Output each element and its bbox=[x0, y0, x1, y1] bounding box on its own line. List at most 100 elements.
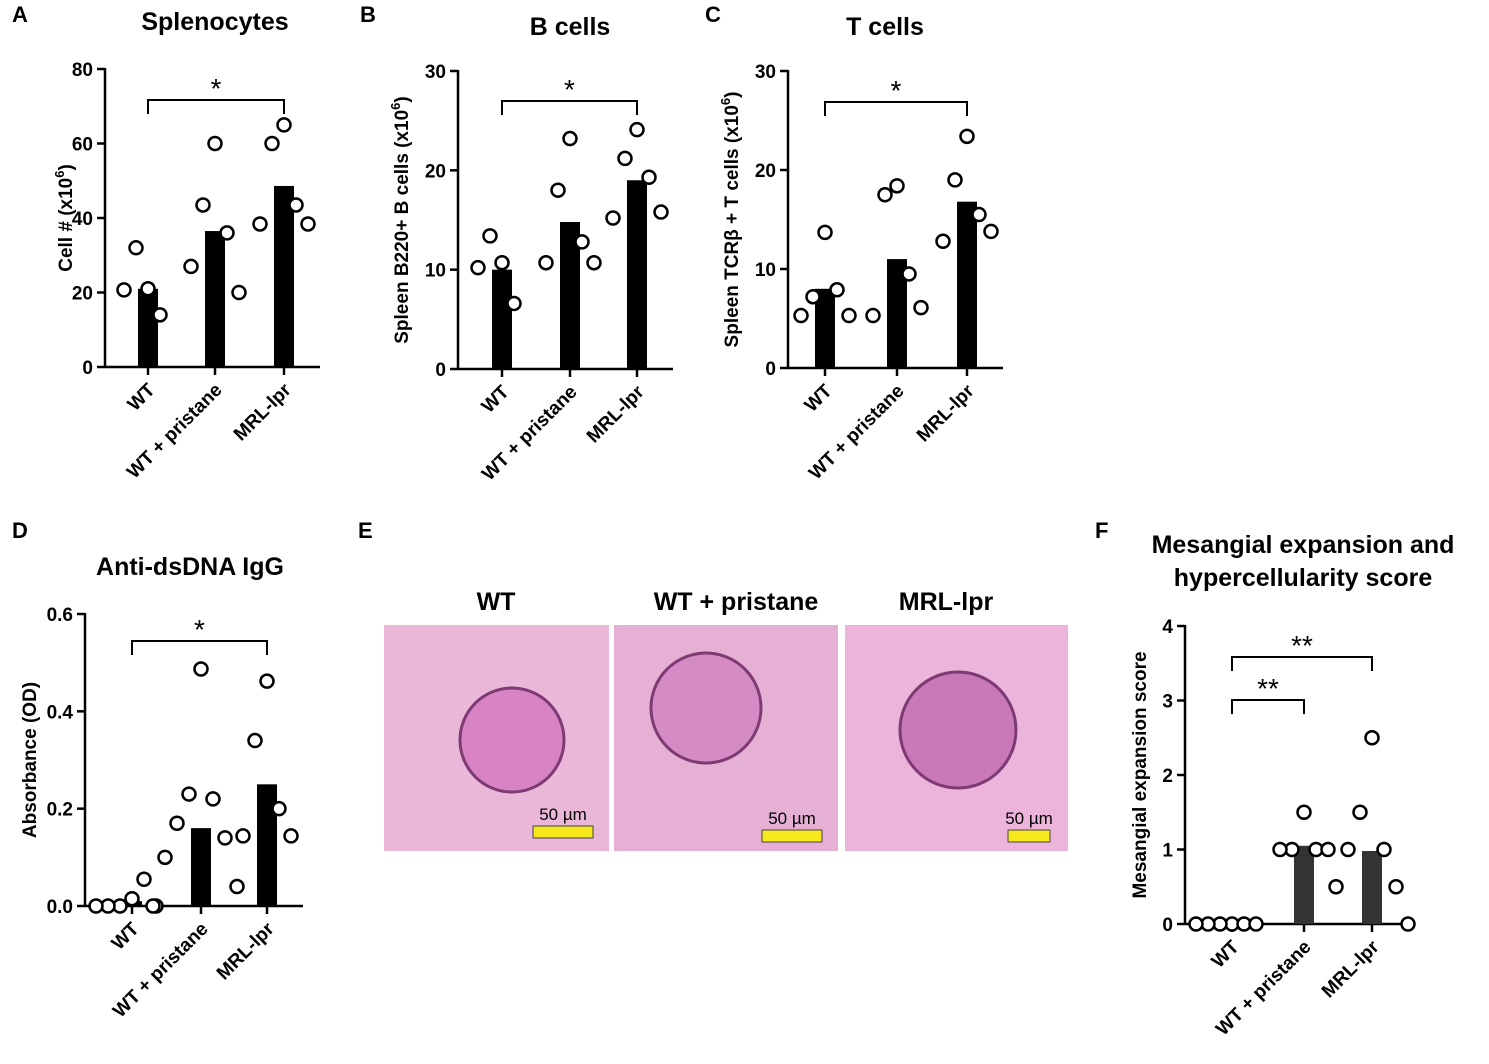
data-point bbox=[145, 898, 161, 914]
data-point bbox=[1320, 841, 1336, 858]
data-point bbox=[169, 815, 185, 832]
data-point bbox=[494, 254, 510, 271]
data-point bbox=[1272, 841, 1288, 858]
x-tick-label: MRL-lpr bbox=[1318, 936, 1384, 1002]
data-point bbox=[193, 661, 209, 677]
y-tick-label: 0.0 bbox=[47, 897, 73, 918]
data-point bbox=[247, 732, 263, 749]
scale-label: 50 µm bbox=[539, 805, 587, 824]
y-tick-label: 40 bbox=[72, 209, 93, 230]
data-point bbox=[259, 673, 275, 689]
panel-letter: B bbox=[360, 2, 376, 27]
data-point bbox=[252, 216, 268, 232]
x-tick-label: MRL-lpr bbox=[913, 380, 979, 446]
data-point bbox=[195, 197, 211, 213]
y-tick-label: 10 bbox=[755, 260, 776, 281]
data-point bbox=[841, 307, 857, 324]
x-tick-label: WT bbox=[801, 380, 837, 416]
data-point bbox=[901, 266, 917, 282]
y-axis-label-part: Cell # (x10 bbox=[56, 178, 77, 272]
data-point bbox=[1328, 879, 1344, 895]
y-axis-label-part: Absorbance (OD) bbox=[20, 682, 41, 838]
data-point bbox=[617, 150, 633, 167]
panel-letter: A bbox=[12, 2, 28, 27]
y-tick-label: 60 bbox=[72, 135, 93, 156]
y-axis-label-part: 6 bbox=[718, 98, 733, 105]
panel-letter: F bbox=[1095, 518, 1108, 543]
y-axis-label: Spleen B220+ B cells (x106) bbox=[388, 96, 413, 344]
y-axis-label-part: ) bbox=[392, 96, 413, 102]
data-point bbox=[562, 130, 578, 147]
chart-title: B cells bbox=[530, 13, 611, 41]
significance-bracket bbox=[824, 101, 968, 116]
data-point bbox=[805, 288, 821, 305]
data-point bbox=[605, 210, 621, 226]
y-tick-label: 3 bbox=[1162, 692, 1173, 713]
data-point bbox=[1296, 804, 1312, 820]
data-point bbox=[550, 182, 566, 198]
data-point bbox=[183, 258, 199, 275]
y-tick-label: 20 bbox=[425, 161, 446, 182]
micrograph-label: MRL-lpr bbox=[899, 588, 994, 616]
x-tick-label: MRL-lpr bbox=[583, 381, 649, 447]
data-point bbox=[136, 871, 152, 887]
data-point bbox=[235, 828, 251, 844]
data-point bbox=[538, 254, 554, 271]
chart-title: hypercellularity score bbox=[1174, 564, 1433, 592]
micrograph-label: WT + pristane bbox=[654, 588, 819, 616]
y-axis-label-part: Mesangial expansion score bbox=[1130, 651, 1151, 898]
y-tick-label: 0 bbox=[435, 360, 446, 381]
data-point bbox=[506, 295, 522, 312]
data-point bbox=[271, 800, 287, 817]
data-point bbox=[959, 128, 975, 145]
data-point bbox=[128, 240, 144, 256]
data-point bbox=[865, 307, 881, 324]
data-point bbox=[231, 284, 247, 301]
y-tick-label: 0.2 bbox=[47, 800, 73, 821]
data-point bbox=[817, 224, 833, 241]
data-point bbox=[276, 117, 292, 133]
y-tick-label: 80 bbox=[72, 60, 93, 81]
glomerulus bbox=[649, 651, 763, 765]
data-point bbox=[229, 878, 245, 895]
y-tick-label: 0.6 bbox=[47, 605, 73, 626]
data-point bbox=[288, 197, 304, 213]
y-tick-label: 30 bbox=[755, 62, 776, 83]
data-point bbox=[1340, 841, 1356, 858]
glomerulus bbox=[898, 670, 1018, 790]
chart-title: T cells bbox=[846, 13, 924, 41]
glomerulus bbox=[458, 686, 566, 794]
y-tick-label: 20 bbox=[72, 284, 93, 305]
data-point bbox=[300, 216, 316, 232]
data-point bbox=[947, 172, 963, 188]
y-tick-label: 4 bbox=[1162, 617, 1173, 638]
bar bbox=[560, 221, 580, 369]
bar bbox=[492, 269, 512, 369]
data-point bbox=[264, 135, 280, 152]
scale-bar bbox=[1007, 829, 1051, 843]
x-tick-label: WT bbox=[1208, 936, 1244, 972]
data-point bbox=[152, 307, 168, 323]
data-point bbox=[1388, 879, 1404, 895]
y-tick-label: 0 bbox=[765, 359, 776, 380]
y-tick-label: 2 bbox=[1162, 766, 1173, 787]
data-point bbox=[207, 135, 223, 152]
data-point bbox=[629, 121, 645, 138]
chart-title: Mesangial expansion and bbox=[1152, 531, 1455, 559]
data-point bbox=[140, 281, 156, 297]
data-point bbox=[1400, 916, 1416, 932]
significance-bracket bbox=[1231, 656, 1373, 671]
data-point bbox=[88, 898, 104, 914]
significance-label: ** bbox=[1291, 630, 1313, 661]
x-tick-label: WT bbox=[478, 381, 514, 417]
data-point bbox=[1188, 916, 1204, 932]
data-point bbox=[283, 828, 299, 844]
y-tick-label: 1 bbox=[1162, 841, 1173, 862]
scale-label: 50 µm bbox=[768, 809, 816, 828]
bar bbox=[1362, 850, 1382, 924]
data-point bbox=[935, 233, 951, 250]
bar bbox=[205, 231, 225, 367]
significance-bracket bbox=[501, 100, 638, 115]
significance-bracket bbox=[131, 640, 268, 655]
